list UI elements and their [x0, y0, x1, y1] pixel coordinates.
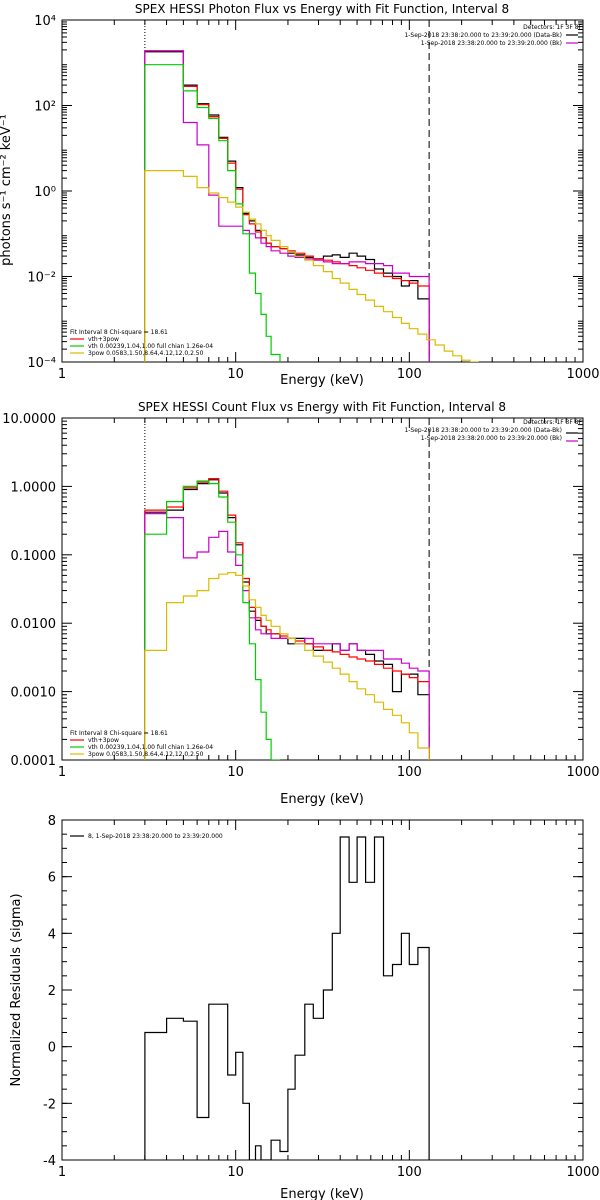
photon-flux-detectors: Detectors: 1F 3F 8F [523, 24, 582, 31]
residuals-ytick-label: 4 [48, 927, 56, 942]
photon-flux-panel: SPEX HESSI Photon Flux vs Energy with Fi… [0, 2, 600, 388]
residuals-series-0 [144, 836, 430, 1160]
count-flux-xtick-label: 10 [227, 765, 244, 780]
photon-flux-xtick-label: 100 [397, 367, 422, 382]
photon-flux-fit-info: Fit Interval 8 Chi-square = 18.61 [70, 329, 168, 336]
count-flux-legend-vth: vth 0.00239,1.04,1.00 full chian 1.26e-0… [88, 744, 213, 751]
photon-flux-series-1 [144, 50, 430, 362]
count-flux-legend-bk: 1-Sep-2018 23:38:20.000 to 23:39:20.000 … [421, 435, 562, 442]
count-flux-xtick-label: 1 [58, 765, 66, 780]
photon-flux-legend-total: vth+3pow [88, 336, 119, 343]
count-flux-xtick-label: 100 [397, 765, 422, 780]
count-flux-ytick-label: 0.0100 [11, 617, 57, 632]
residuals-legend: 8, 1-Sep-2018 23:38:20.000 to 23:39:20.0… [88, 833, 223, 840]
residuals-xtick-label: 10 [227, 1165, 244, 1180]
photon-flux-ytick-label: 10² [34, 100, 56, 115]
photon-flux-title: SPEX HESSI Photon Flux vs Energy with Fi… [135, 2, 509, 16]
count-flux-panel: SPEX HESSI Count Flux vs Energy with Fit… [2, 400, 599, 807]
residuals-xlabel: Energy (keV) [280, 1187, 364, 1200]
count-flux-ytick-label: 10.0000 [2, 412, 56, 427]
photon-flux-legend-vth: vth 0.00239,1.04,1.00 full chian 1.26e-0… [88, 343, 213, 350]
count-flux-ytick-label: 0.0010 [11, 686, 57, 701]
count-flux-ytick-label: 1.0000 [11, 480, 57, 495]
count-flux-legend-data: 1-Sep-2018 23:38:20.000 to 23:39:20.000 … [404, 427, 562, 434]
count-flux-series-3 [144, 480, 280, 760]
photon-flux-series-2 [144, 50, 430, 362]
photon-flux-ylabel: photons s⁻¹ cm⁻² keV⁻¹ [0, 114, 14, 266]
photon-flux-axes [61, 19, 584, 363]
residuals-ytick-label: 0 [48, 1041, 56, 1056]
residuals-ytick-label: 6 [48, 871, 56, 886]
count-flux-legend-3pow: 3pow 0.0583,1.50,8.64,4.12,12.0,2.50 [88, 751, 204, 758]
residuals-xtick-label: 100 [397, 1165, 422, 1180]
count-flux-xlabel: Energy (keV) [280, 792, 364, 807]
count-flux-detectors: Detectors: 1F 3F 8F [523, 419, 582, 426]
photon-flux-ytick-label: 10⁰ [34, 185, 56, 200]
count-flux-ytick-label: 0.0001 [11, 754, 57, 769]
photon-flux-legend-bk: 1-Sep-2018 23:38:20.000 to 23:39:20.000 … [421, 40, 562, 47]
residuals-panel: 1 10 100 1000 -4 -2 0 2 4 6 8 Energy (keV) Normali… [9, 814, 600, 1200]
count-flux-legend-total: vth+3pow [88, 737, 119, 744]
photon-flux-ytick-label: 10⁴ [34, 14, 56, 29]
photon-flux-xlabel: Energy (keV) [280, 373, 364, 388]
photon-flux-ytick-label: 10⁻² [27, 271, 56, 286]
residuals-ytick-label: -2 [43, 1097, 56, 1112]
residuals-xtick-label: 1000 [566, 1165, 599, 1180]
count-flux-series-4 [144, 572, 430, 760]
residuals-ytick-label: -4 [43, 1154, 56, 1169]
photon-flux-legend-data: 1-Sep-2018 23:38:20.000 to 23:39:20.000 … [404, 32, 562, 39]
count-flux-axes [61, 417, 584, 761]
photon-flux-xtick-label: 1000 [566, 367, 599, 382]
count-flux-fit-info: Fit Interval 8 Chi-square = 18.61 [70, 730, 168, 737]
photon-flux-ytick-label: 10⁻⁴ [27, 356, 56, 371]
residuals-ytick-label: 2 [48, 984, 56, 999]
photon-flux-xtick-label: 10 [227, 367, 244, 382]
photon-flux-legend-3pow: 3pow 0.0583,1.50,8.64,4.12,12.0,2.50 [88, 350, 204, 357]
count-flux-ytick-label: 0.1000 [11, 549, 57, 564]
count-flux-xtick-label: 1000 [566, 765, 599, 780]
photon-flux-series-4 [144, 170, 479, 362]
residuals-ylabel: Normalized Residuals (sigma) [9, 893, 24, 1086]
residuals-ytick-label: 8 [48, 814, 56, 829]
photon-flux-xtick-label: 1 [58, 367, 66, 382]
residuals-xtick-label: 1 [58, 1165, 66, 1180]
count-flux-series-2 [144, 513, 430, 760]
count-flux-title: SPEX HESSI Count Flux vs Energy with Fit… [138, 400, 506, 414]
